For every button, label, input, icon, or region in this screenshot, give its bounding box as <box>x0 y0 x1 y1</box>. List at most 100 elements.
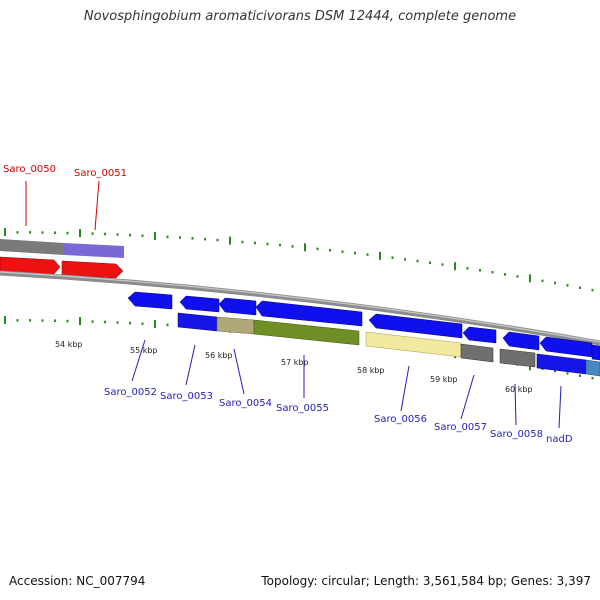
scale-tick <box>216 238 219 242</box>
scale-tick <box>491 271 494 274</box>
leader-saro-0058 <box>514 383 517 426</box>
top-strand-genes <box>0 256 124 279</box>
top-feature-band <box>0 239 124 258</box>
scale-tick <box>116 233 119 236</box>
band-steel-blue <box>585 359 600 377</box>
scale-tick <box>479 269 481 272</box>
gene-arrow-saro-0057[interactable] <box>462 326 497 344</box>
scale-tick <box>279 243 281 247</box>
leader-saro-0053 <box>185 344 196 386</box>
scale-tick <box>554 369 556 373</box>
scale-tick <box>41 231 44 234</box>
scale-tick <box>391 256 394 259</box>
band-grey-2 <box>499 348 536 368</box>
scale-tick <box>179 236 181 239</box>
scale-tick <box>66 319 69 323</box>
band-green <box>253 319 360 346</box>
scale-tick <box>241 240 244 244</box>
scale-tick <box>154 320 156 328</box>
scale-tick <box>579 374 581 377</box>
kbp-label-54: 54 kbp <box>55 340 83 349</box>
scale-tick <box>304 243 306 252</box>
scale-tick <box>429 261 431 264</box>
tick-row-upper <box>4 228 594 292</box>
scale-tick <box>41 319 44 322</box>
scale-tick <box>204 237 206 241</box>
scale-tick <box>329 249 331 252</box>
gene-arrow-saro-0056[interactable] <box>368 313 463 339</box>
kbp-label-56: 56 kbp <box>205 351 233 360</box>
scale-tick <box>516 275 519 278</box>
scale-tick <box>566 284 569 287</box>
gene-arrow-saro-0050[interactable] <box>0 256 61 275</box>
scale-tick <box>416 259 419 263</box>
gene-label-saro-0054[interactable]: Saro_0054 <box>219 398 272 409</box>
gene-label-saro-0050[interactable]: Saro_0050 <box>3 164 56 175</box>
map-title: Novosphingobium aromaticivorans DSM 1244… <box>83 9 517 24</box>
accession-label: Accession: NC_007794 <box>9 574 146 588</box>
leader-saro-0057 <box>460 374 475 420</box>
scale-tick <box>254 241 256 245</box>
scale-tick <box>16 231 19 234</box>
kbp-label-55: 55 kbp <box>130 346 158 355</box>
scale-tick <box>366 253 369 256</box>
scale-tick <box>116 321 119 324</box>
gene-arrow-saro-0051[interactable] <box>61 260 124 279</box>
scale-tick <box>54 319 56 322</box>
band-grey-1 <box>460 343 494 363</box>
scale-tick <box>341 250 344 253</box>
genome-backbone-highlight <box>0 271 600 343</box>
scale-tick <box>104 232 106 236</box>
scale-tick <box>566 372 569 375</box>
gene-label-saro-0057[interactable]: Saro_0057 <box>434 422 487 433</box>
band-blue-2 <box>536 353 587 375</box>
scale-tick <box>141 234 144 237</box>
gene-label-saro-0052[interactable]: Saro_0052 <box>104 387 157 398</box>
scale-tick <box>229 236 231 245</box>
gene-arrow-edge[interactable] <box>591 344 600 361</box>
gene-label-saro-0058[interactable]: Saro_0058 <box>490 429 543 440</box>
scale-tick <box>91 320 94 323</box>
kbp-label-60: 60 kbp <box>505 385 533 394</box>
scale-labels: 54 kbp 55 kbp 56 kbp 57 kbp 58 kbp 59 kb… <box>55 340 533 394</box>
gene-arrow-saro-0053[interactable] <box>179 295 220 313</box>
scale-tick <box>29 231 31 234</box>
gene-arrow-saro-0055[interactable] <box>255 300 363 327</box>
genome-backbone <box>0 270 600 346</box>
scale-tick <box>591 288 594 292</box>
bottom-strand-genes-row1 <box>127 291 600 361</box>
top-gene-labels: Saro_0050 Saro_0051 <box>3 164 127 231</box>
scale-tick <box>129 233 131 237</box>
scale-tick <box>554 281 556 285</box>
scale-tick <box>16 319 19 322</box>
scale-tick <box>4 316 6 324</box>
kbp-label-57: 57 kbp <box>281 358 309 367</box>
scale-tick <box>529 274 531 283</box>
scale-tick <box>91 232 94 235</box>
gene-label-saro-0051[interactable]: Saro_0051 <box>74 168 127 179</box>
gene-label-nadd[interactable]: nadD <box>546 434 573 445</box>
gene-arrow-saro-0052[interactable] <box>127 291 173 310</box>
gene-arrow-saro-0058[interactable] <box>502 331 540 351</box>
gene-label-saro-0056[interactable]: Saro_0056 <box>374 414 427 425</box>
band-khaki <box>216 316 255 335</box>
scale-tick <box>104 320 106 324</box>
scale-tick <box>154 232 156 240</box>
scale-tick <box>4 228 6 236</box>
feature-band-grey <box>0 239 64 255</box>
leader-saro-0054 <box>233 348 245 395</box>
kbp-label-58: 58 kbp <box>357 366 385 375</box>
gene-arrow-saro-0054[interactable] <box>218 297 257 316</box>
scale-tick <box>141 322 144 325</box>
bottom-gene-labels: Saro_0052 Saro_0053 Saro_0054 Saro_0055 … <box>104 339 573 445</box>
bottom-feature-band <box>177 312 600 377</box>
leader-saro-0051 <box>94 180 100 231</box>
gene-label-saro-0055[interactable]: Saro_0055 <box>276 403 329 414</box>
gene-label-saro-0053[interactable]: Saro_0053 <box>160 391 213 402</box>
scale-tick <box>266 242 269 246</box>
scale-tick <box>454 262 456 271</box>
feature-band-purple <box>64 243 124 258</box>
kbp-label-59: 59 kbp <box>430 375 458 384</box>
leader-saro-0052 <box>131 339 146 382</box>
scale-tick <box>166 323 169 327</box>
